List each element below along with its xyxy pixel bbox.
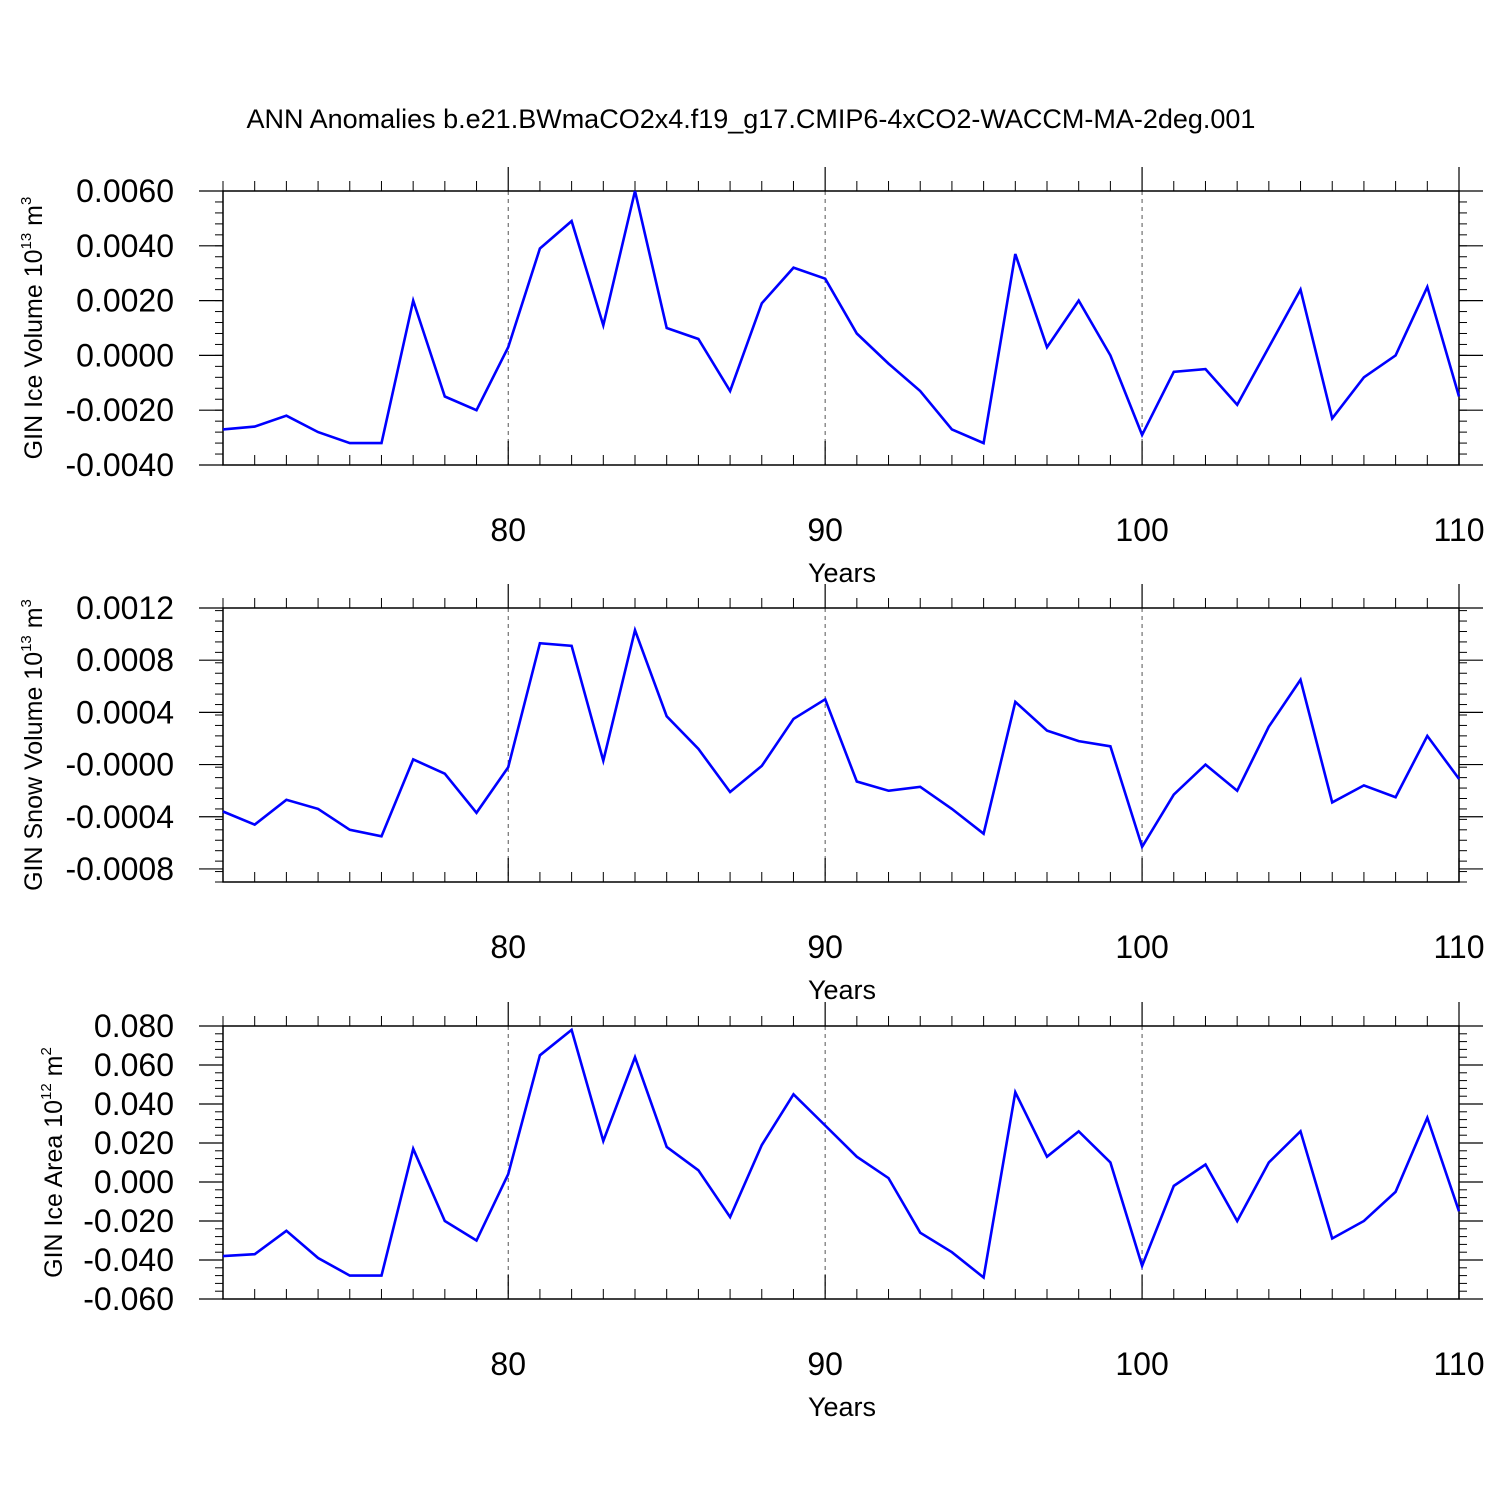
chart-panel-2: 80 90 100 110 0.0012 0.0008 0.0004 -0.0000 -0.00…: [18, 584, 1485, 1005]
y-tick-label: 0.020: [94, 1125, 174, 1161]
series-line: [222, 190, 1461, 445]
x-tick-label: 90: [807, 512, 843, 548]
y-axis-label-unit-exponent: 3: [18, 599, 35, 607]
y-axis-label-unit: m: [20, 607, 48, 635]
y-tick-label: 0.0020: [76, 283, 174, 319]
y-tick-label: -0.040: [83, 1242, 174, 1278]
y-tick-label: -0.020: [83, 1203, 174, 1239]
y-tick-label: 0.0012: [76, 590, 174, 626]
x-axis-label: Years: [808, 558, 876, 588]
chart-panel-3: 80 90 100 110 0.0800.0600.0400.0200.000-0.02…: [38, 1002, 1485, 1422]
x-tick-label: 90: [807, 1346, 843, 1382]
x-tick-label: 80: [490, 512, 526, 548]
plot-frame: [222, 607, 1460, 883]
y-tick-label: 0.0008: [76, 642, 174, 678]
panels: 80 90 100 110 0.0060 0.0040 0.0020 0.0000 -0.002…: [18, 167, 1485, 1422]
x-tick-label: 100: [1115, 929, 1168, 965]
y-tick-label: 0.060: [94, 1047, 174, 1083]
y-tick-label: -0.0040: [65, 447, 174, 483]
x-tick-label: 110: [1433, 929, 1484, 965]
series-line: [222, 625, 1461, 850]
x-tick-label: 80: [490, 929, 526, 965]
y-tick-label: 0.0040: [76, 228, 174, 264]
y-axis-label-unit: m: [20, 205, 48, 233]
x-tick-label: 110: [1433, 1346, 1484, 1382]
figure-title: ANN Anomalies b.e21.BWmaCO2x4.f19_g17.CM…: [247, 104, 1256, 134]
y-axis-label: GIN Ice Volume 1013 m3: [18, 197, 48, 460]
x-tick-label: 80: [490, 1346, 526, 1382]
y-tick-label: -0.0004: [65, 799, 174, 835]
series-line: [222, 1027, 1461, 1280]
y-tick-label: -0.060: [83, 1281, 174, 1317]
x-axis-label: Years: [808, 975, 876, 1005]
x-tick-label: 90: [807, 929, 843, 965]
y-tick-label: 0.0060: [76, 173, 174, 209]
y-axis-label-unit: m: [40, 1056, 68, 1084]
y-axis-label-main: GIN Snow Volume 10: [20, 652, 48, 891]
y-axis-label-main: GIN Ice Volume 10: [20, 249, 48, 459]
y-axis-label: GIN Snow Volume 1013 m3: [18, 599, 48, 891]
y-tick-label: 0.040: [94, 1086, 174, 1122]
x-tick-label: 100: [1115, 512, 1168, 548]
y-axis-label-exponent: 13: [18, 233, 35, 250]
y-tick-label: 0.0004: [76, 694, 174, 730]
y-axis-label-exponent: 13: [18, 635, 35, 652]
y-tick-label: 0.0000: [76, 337, 174, 373]
y-axis-label-unit-exponent: 2: [38, 1047, 55, 1055]
y-tick-label: -0.0000: [65, 747, 174, 783]
y-axis-label-exponent: 12: [38, 1083, 55, 1100]
y-tick-label: -0.0008: [65, 851, 174, 887]
y-axis-label-unit-exponent: 3: [18, 197, 35, 205]
y-axis-label: GIN Ice Area 1012 m2: [38, 1047, 68, 1278]
y-tick-label: -0.0020: [65, 392, 174, 428]
x-tick-label: 110: [1433, 512, 1484, 548]
y-tick-label: 0.000: [94, 1164, 174, 1200]
y-tick-label: 0.080: [94, 1008, 174, 1044]
y-axis-label-main: GIN Ice Area 10: [40, 1100, 68, 1278]
x-axis-label: Years: [808, 1392, 876, 1422]
x-tick-label: 100: [1115, 1346, 1168, 1382]
plot-frame: [222, 190, 1460, 466]
plot-frame: [222, 1025, 1460, 1300]
chart-panel-1: 80 90 100 110 0.0060 0.0040 0.0020 0.0000 -0.002…: [18, 167, 1485, 588]
